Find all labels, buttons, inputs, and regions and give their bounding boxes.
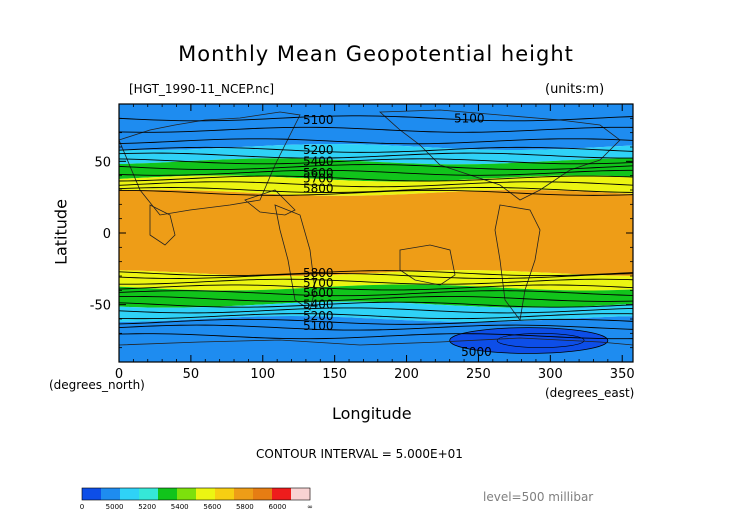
colorbar-swatch [177,488,197,500]
contour-line [119,158,633,165]
contour-line [119,284,633,291]
contour-line [119,115,633,122]
y-axis-units: (degrees_north) [49,378,145,392]
colorbar-label: 5600 [203,503,221,511]
colorbar-label: 5800 [236,503,254,511]
y-tick-label: -50 [90,299,111,314]
contour-line [119,307,633,314]
contour-line [119,169,633,176]
contour-label: 5600 [303,166,334,180]
contour-line [119,278,633,285]
colorbar-swatch [234,488,254,500]
colorbar-swatch [158,488,178,500]
contour-label: 5400 [303,298,334,312]
colorbar-label: 5200 [138,503,156,511]
contour-interval-label: CONTOUR INTERVAL = 5.000E+01 [256,447,463,461]
colorbar-swatch [215,488,235,500]
coastlines [119,109,633,346]
contour-label: 5200 [303,143,334,157]
height-band-3 [119,175,633,196]
x-axis-label: Longitude [332,404,412,423]
colorbar-swatch [120,488,140,500]
contour-line [119,189,633,196]
x-tick-label: 150 [322,367,347,382]
level-label: level=500 millibar [483,490,594,504]
x-tick-label: 0 [115,367,123,382]
contour-label: 5100 [454,111,485,125]
height-band-6 [119,284,633,308]
contour-line [119,152,633,159]
colorbar-swatch [272,488,292,500]
colorbar-swatch [82,488,102,500]
colorbar-swatch [101,488,121,500]
contour-label: 5400 [303,154,334,168]
contour-line [119,273,633,279]
contour-line [119,126,633,133]
contour-line [119,324,633,331]
contour-label: 5100 [303,113,334,127]
colorbar-swatch [291,488,311,500]
x-tick-label: 350 [610,367,635,382]
colorbar-swatch [253,488,273,500]
x-tick-label: 100 [250,367,275,382]
contour-line [119,175,633,182]
colorbar-frame [81,487,311,501]
contour-line [119,146,633,153]
contour-line [119,164,633,171]
contour-line [119,270,633,277]
contour-line [119,181,633,188]
contour-line [119,138,633,145]
south-polar-low-inner-contour [496,333,585,348]
height-bands [119,104,633,362]
x-tick-label: 300 [538,367,563,382]
colorbar-swatch [196,488,216,500]
colorbar-label: 5400 [171,503,189,511]
y-tick-label: 50 [94,155,111,170]
y-tick-label: 0 [103,227,111,242]
units-label: (units:m) [545,82,605,97]
height-band-1 [119,144,633,165]
colorbar-label: 6000 [269,503,287,511]
chart-title: Monthly Mean Geopotential height [178,42,574,66]
contour-line [119,301,633,308]
contour-lines [119,115,633,340]
contour-label: 5600 [303,286,334,300]
height-band-4 [119,189,633,277]
x-axis-units: (degrees_east) [545,386,635,400]
contour-label: 5800 [303,182,334,196]
contour-line [119,295,633,302]
colorbar-label: 5000 [106,503,124,511]
contour-line [119,313,633,320]
contour-line [119,333,633,340]
contour-label: 5000 [461,345,492,359]
contour-label: 5800 [303,266,334,280]
contour-line [119,290,633,297]
contour-label: 5700 [303,276,334,290]
contour-label: 5700 [303,172,334,186]
colorbar-label: ∞ [307,503,313,511]
colorbar-swatch [139,488,159,500]
axes: 0 50 100 150 200 250 300 350 50 0 -50 [90,104,635,382]
contour-line [119,318,633,325]
contour-labels: 5100 510052005400560057005800580057005600… [303,111,492,359]
contour-line [119,187,633,193]
contour-label: 5200 [303,309,334,323]
contour-label: 5100 [303,319,334,333]
file-label: [HGT_1990-11_NCEP.nc] [129,82,275,96]
x-tick-label: 50 [183,367,200,382]
x-tick-label: 250 [466,367,491,382]
colorbar: 0 5000 5200 5400 5600 5800 6000 ∞ [80,487,313,511]
colorbar-label: 0 [80,503,84,511]
x-tick-label: 200 [394,367,419,382]
